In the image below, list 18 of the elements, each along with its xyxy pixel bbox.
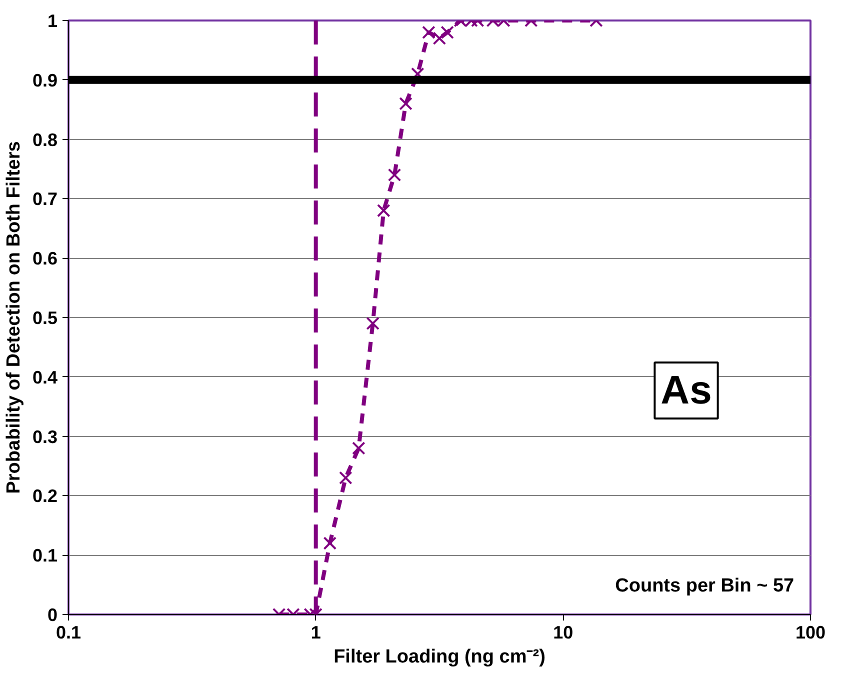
y-tick-label: 0.1 xyxy=(32,546,58,566)
annotation: Counts per Bin ~ 57 xyxy=(615,576,794,597)
x-tick-label: 10 xyxy=(553,622,574,642)
x-axis-title: Filter Loading (ng cm⁻²) xyxy=(334,646,546,668)
y-tick-label: 0.4 xyxy=(32,367,58,388)
x-tick-label: 100 xyxy=(795,622,826,642)
y-tick-label: 0.5 xyxy=(32,308,58,328)
y-tick-label: 0.7 xyxy=(32,189,58,210)
y-tick-label: 0.6 xyxy=(32,248,58,269)
y-tick-label: 0.8 xyxy=(32,130,58,150)
annotation: As xyxy=(660,368,712,412)
y-tick-label: 0.3 xyxy=(32,426,58,447)
x-tick-label: 1 xyxy=(310,622,321,642)
y-tick-label: 0.9 xyxy=(32,70,58,90)
y-tick-label: 1 xyxy=(47,11,58,31)
y-tick-label: 0 xyxy=(47,605,58,625)
y-axis-title: Probability of Detection on Both Filters xyxy=(3,141,24,494)
y-tick-label: 0.2 xyxy=(32,486,58,506)
